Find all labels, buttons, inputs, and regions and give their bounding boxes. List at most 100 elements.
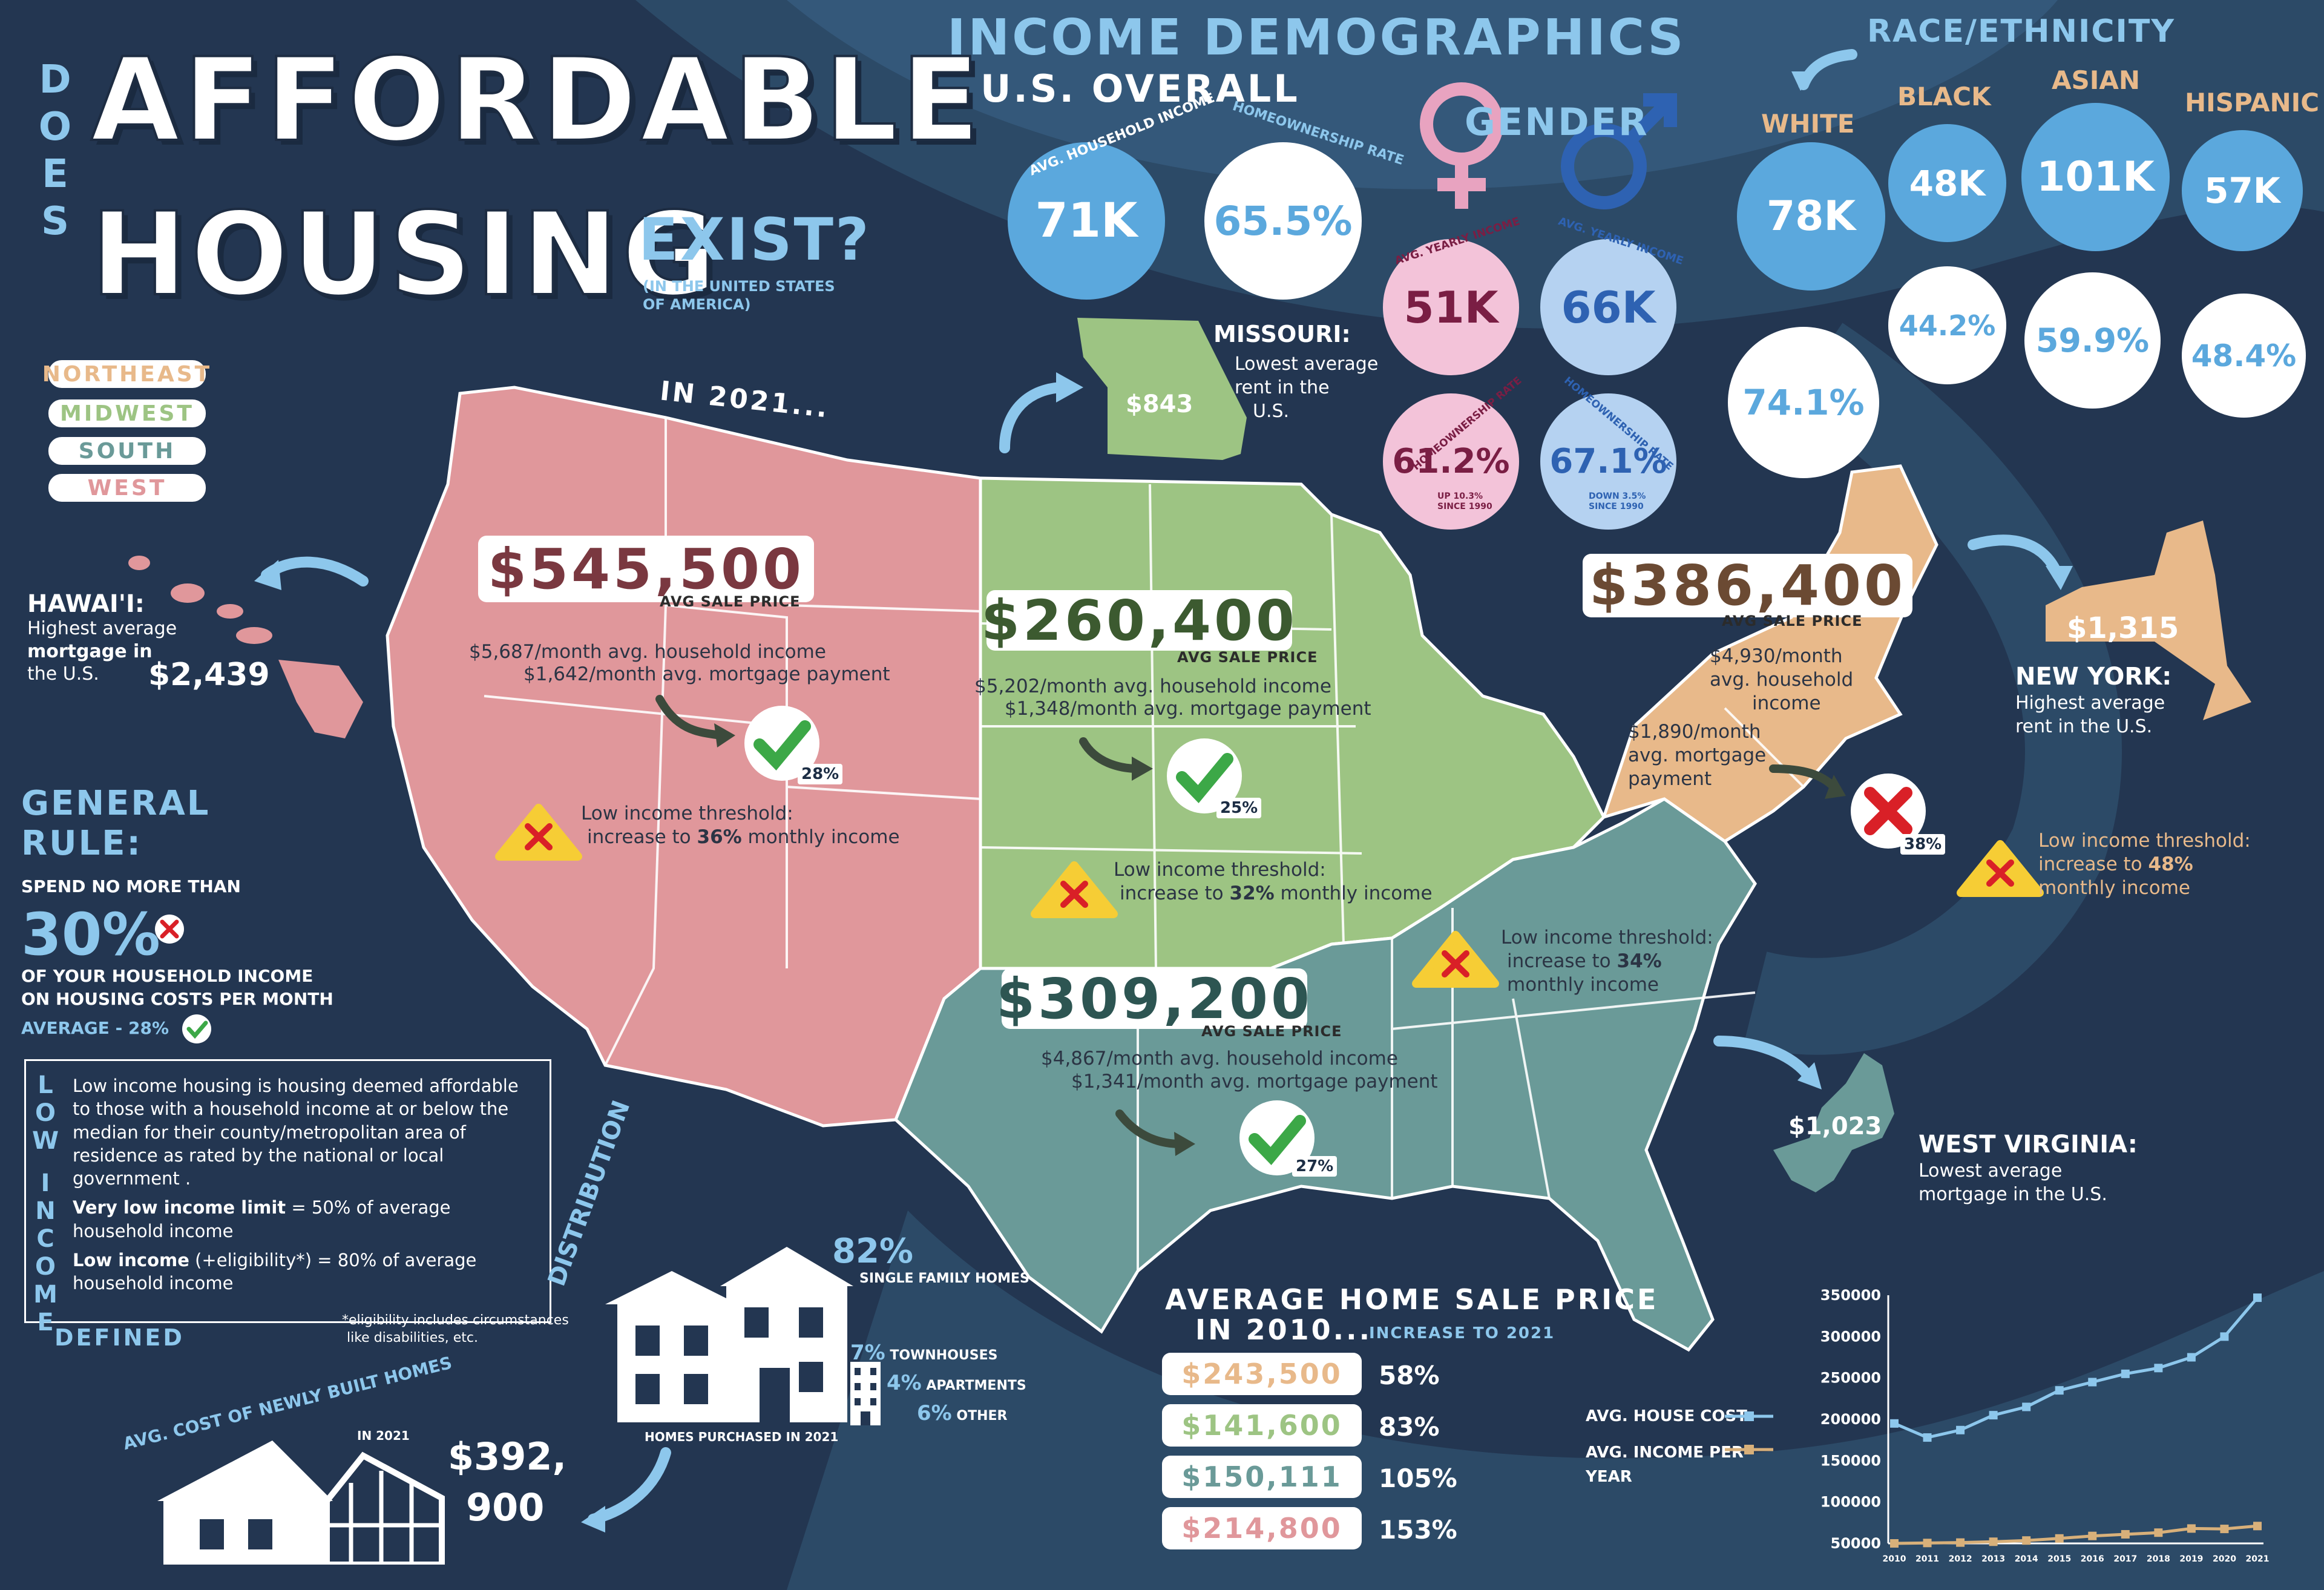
apt-row: 4% APARTMENTS [887,1371,1026,1395]
race-hispanic-name: HISPANIC [2185,88,2320,117]
region-south [894,797,1757,1352]
westvirginia-shape [1773,1053,1894,1192]
legend-south: SOUTH [48,437,206,465]
missouri-name: MISSOURI: [1213,321,1351,347]
newyork-value: $1,315 [2067,611,2179,645]
series-point-1 [1923,1539,1932,1548]
y-tick-label: 150000 [1820,1452,1881,1469]
midwest-mortgage: $1,348/month avg. mortgage payment [1005,698,1371,720]
x-tick-label: 2019 [2179,1554,2203,1564]
south-price: $309,200 [996,966,1313,1031]
x-tick-label: 2015 [2047,1554,2071,1564]
west-income: $5,687/month avg. household income [469,641,826,663]
avgprice-pct-northeast: 58% [1379,1361,1440,1390]
series-line-0 [1894,1296,2259,1439]
male-icon [1561,93,1677,209]
title-affordable: AFFORDABLE [90,32,983,168]
race-white-income: 78K [1737,142,1885,291]
x-tick-label: 2018 [2147,1554,2170,1564]
west-price-label: AVG SALE PRICE [660,593,801,610]
northeast-price-label: AVG SALE PRICE [1722,613,1863,629]
newbuilt-year: IN 2021 [357,1428,410,1443]
y-tick-label: 300000 [1820,1328,1881,1345]
title-does: DOES [33,57,77,246]
midwest-price: $260,400 [980,588,1298,653]
northeast-x-icon [1851,774,1926,849]
income-title: INCOME DEMOGRAPHICS [947,9,1686,67]
south-mortgage: $1,341/month avg. mortgage payment [1071,1071,1438,1092]
west-price: $545,500 [478,536,814,602]
distribution-caption: HOMES PURCHASED IN 2021 [645,1430,839,1444]
northeast-income: $4,930/month avg. household income [1710,645,1854,714]
race-asian-income: 101K [2021,103,2170,251]
race-hispanic-income: 57K [2182,130,2303,251]
x-tick-label: 2014 [2015,1554,2038,1564]
income-overall: U.S. OVERALL [980,67,1300,111]
legend-midwest: MIDWEST [48,399,206,427]
low-income-text: Low income housing is housing deemed aff… [73,1076,519,1294]
series-point-0 [2253,1293,2262,1303]
series-point-1 [2055,1534,2064,1543]
legend-west: WEST [48,474,206,502]
x-tick-label: 2020 [2213,1554,2236,1564]
midwest-check-icon [1167,738,1242,813]
missouri-shape [1077,318,1247,460]
y-tick-label: 200000 [1820,1411,1881,1428]
series-point-0 [1923,1433,1932,1442]
y-tick-label: 100000 [1820,1494,1881,1511]
midwest-pct: 25% [1216,798,1262,818]
x-tick-label: 2011 [1915,1554,1939,1564]
series-point-1 [2121,1529,2130,1539]
general-lines: OF YOUR HOUSEHOLD INCOME ON HOUSING COSTS… [21,966,333,1009]
midwest-threshold: Low income threshold: increase to 32% mo… [1114,859,1433,904]
x-tick-label: 2013 [1981,1554,2005,1564]
race-white-home: 74.1% [1728,327,1879,478]
west-warning-icon [495,804,582,861]
south-pct: 27% [1292,1156,1338,1177]
low-income-defined: DEFINED [54,1324,185,1351]
avgprice-title1: AVERAGE HOME SALE PRICE [1165,1283,1659,1316]
race-black-name: BLACK [1897,82,1991,111]
x-tick-label: 2012 [1949,1554,1972,1564]
series-point-1 [2220,1525,2229,1534]
y-tick-label: 350000 [1820,1287,1881,1304]
general-pct: 30% [21,901,160,968]
race-black-home: 44.2% [1888,266,2006,384]
series-point-1 [2022,1536,2031,1545]
house-icon [605,1247,853,1422]
northeast-pct: 38% [1900,834,1946,855]
south-threshold: Low income threshold: increase to 34% mo… [1501,927,1713,996]
apartment-icon [850,1362,881,1425]
chart-legend-income: AVG. INCOME PER YEAR [1586,1444,1744,1486]
midwest-price-label: AVG SALE PRICE [1177,649,1318,666]
west-threshold: Low income threshold: increase to 36% mo… [581,803,900,848]
y-tick-label: 50000 [1831,1535,1882,1552]
south-price-label: AVG SALE PRICE [1201,1023,1342,1040]
line-chart: 50000 100000 150000 200000 250000 300000 35000… [1820,1287,2270,1564]
x-tick-label: 2016 [2081,1554,2104,1564]
series-point-0 [2121,1369,2130,1378]
avgprice-pct-midwest: 83% [1379,1412,1440,1442]
west-check-icon [744,706,819,781]
legend-northeast: NORTHEAST [42,360,209,388]
series-point-0 [2154,1364,2163,1373]
avgprice-row-west: $214,800 [1162,1507,1362,1549]
race-hispanic-home: 48.4% [2182,294,2306,418]
general-avg: AVERAGE - 28% [21,1018,169,1038]
town-row: 7% TOWNHOUSES [850,1341,998,1365]
avgprice-title2: IN 2010... [1195,1313,1373,1346]
series-point-0 [1989,1411,1998,1420]
south-warning-icon [1412,931,1499,988]
low-income-vertical: LOW INCOME [31,1071,59,1336]
hawaii-name: HAWAI'I: [27,590,145,618]
race-white-name: WHITE [1761,109,1855,139]
westvirginia-desc: Lowest average mortgage in the U.S. [1919,1160,2107,1205]
x-tick-label: 2010 [1883,1554,1906,1564]
title-subtitle: (IN THE UNITED STATES OF AMERICA) [643,278,835,313]
race-asian-name: ASIAN [2052,65,2141,95]
series-point-1 [1890,1539,1899,1548]
race-asian-home: 59.9% [2024,272,2161,409]
northeast-mortgage: $1,890/month avg. mortgage payment [1628,721,1767,790]
